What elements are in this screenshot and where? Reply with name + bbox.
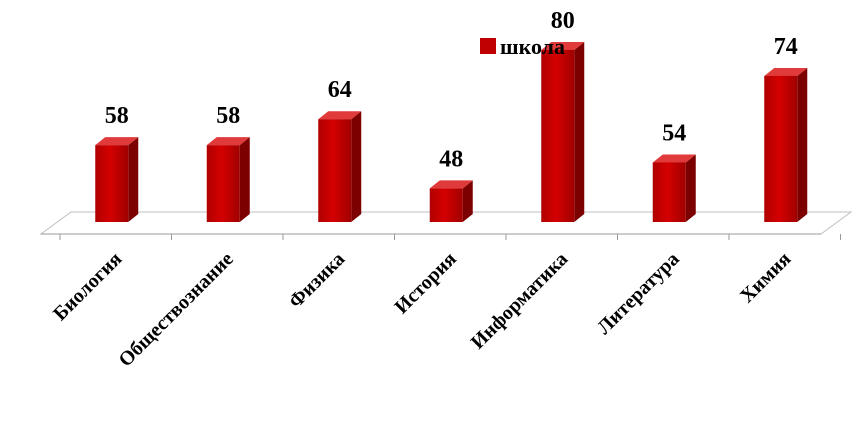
data-label: 64 [328, 77, 352, 103]
data-label: 58 [216, 103, 240, 129]
category-label: Биология [49, 248, 126, 325]
legend-swatch [480, 38, 496, 54]
category-label: Обществознание [114, 248, 237, 371]
category-label: Литература [593, 248, 684, 339]
category-label: Физика [285, 248, 350, 313]
data-labels-group: 58 58 64 48 80 54 74 [105, 8, 798, 172]
bars-group [95, 42, 808, 222]
bar-front [764, 75, 798, 222]
bar-top [206, 137, 250, 146]
bar-top [652, 154, 696, 163]
bar-top [318, 111, 362, 120]
data-label: 54 [662, 120, 686, 146]
bar-side [797, 67, 808, 222]
bar-front [652, 162, 686, 222]
legend-label: школа [500, 34, 565, 59]
bar [206, 137, 250, 222]
legend: школа [480, 34, 565, 59]
bar [95, 137, 139, 222]
bar-top [764, 67, 808, 76]
category-label: Химия [736, 248, 795, 307]
category-label: Информатика [467, 248, 573, 354]
data-label: 58 [105, 103, 129, 129]
bar [429, 180, 473, 222]
bar-side [462, 180, 473, 222]
bar-front [541, 50, 575, 222]
bar [652, 154, 696, 222]
bar-front [429, 188, 463, 222]
bar-front [206, 145, 240, 222]
data-label: 48 [439, 146, 463, 172]
bar [764, 67, 808, 222]
bar-side [351, 111, 362, 222]
bar-side [685, 154, 696, 222]
data-label: 80 [551, 8, 575, 34]
bar-front [318, 119, 352, 222]
bar-side [128, 137, 139, 222]
bar-top [95, 137, 139, 146]
bar-top [541, 42, 585, 50]
bar-front [95, 145, 129, 222]
data-label: 74 [774, 34, 798, 60]
bar [318, 111, 362, 222]
bar [541, 42, 585, 222]
bar-side [574, 42, 585, 222]
bar-side [239, 137, 250, 222]
category-label: История [390, 248, 460, 318]
bar-top [429, 180, 473, 189]
